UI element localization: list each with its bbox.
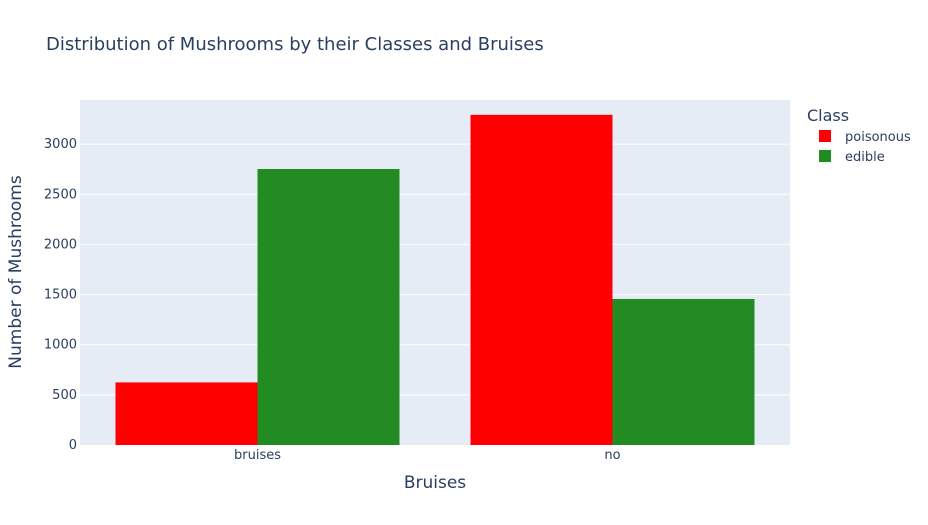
y-axis-title: Number of Mushrooms [6,175,26,369]
y-tick-label: 1500 [44,288,77,303]
y-tick-label: 2000 [44,237,77,252]
chart-title: Distribution of Mushrooms by their Class… [46,34,544,55]
x-tick-label: no [604,448,620,463]
y-tick-label: 2500 [44,187,77,202]
legend-swatch-edible [819,150,831,162]
y-tick-label: 3000 [44,137,77,152]
bar-poisonous-no [470,114,613,446]
bar-edible-no [612,298,755,445]
legend-items: poisonous edible [819,130,911,165]
legend-label-poisonous: poisonous [845,130,911,145]
y-tick-label: 500 [52,388,77,403]
y-tick-label: 0 [69,438,77,453]
bar-poisonous-bruises [115,382,258,445]
legend: Class poisonous edible [807,106,911,165]
legend-title: Class [807,106,849,125]
bar-edible-bruises [257,169,400,445]
legend-label-edible: edible [845,150,885,165]
bars [115,114,755,446]
x-tick-label: bruises [234,448,281,463]
y-axis-ticks: 0 500 1000 1500 2000 2500 3000 [44,137,77,453]
legend-swatch-poisonous [819,130,831,142]
x-axis-title: Bruises [404,473,466,493]
y-tick-label: 1000 [44,338,77,353]
x-axis-ticks: bruises no [234,448,621,463]
